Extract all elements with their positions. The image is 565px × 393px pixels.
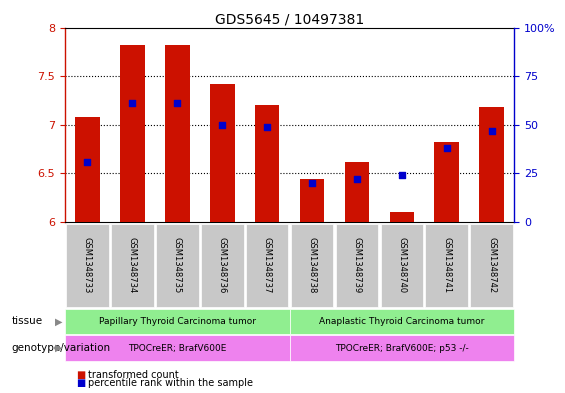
- Text: transformed count: transformed count: [88, 369, 179, 380]
- Text: GSM1348742: GSM1348742: [487, 237, 496, 293]
- Text: GSM1348733: GSM1348733: [83, 237, 92, 294]
- Text: GSM1348735: GSM1348735: [173, 237, 182, 294]
- Point: [218, 121, 227, 128]
- Text: GSM1348741: GSM1348741: [442, 237, 451, 293]
- Point: [442, 145, 451, 151]
- Point: [397, 172, 406, 178]
- Text: GSM1348736: GSM1348736: [218, 237, 227, 294]
- Text: tissue: tissue: [11, 316, 42, 326]
- Point: [307, 180, 316, 186]
- Point: [173, 100, 182, 107]
- Point: [83, 159, 92, 165]
- Bar: [165, 45, 190, 222]
- Bar: [479, 107, 504, 222]
- Text: Papillary Thyroid Carcinoma tumor: Papillary Thyroid Carcinoma tumor: [99, 317, 256, 326]
- Bar: [345, 162, 370, 222]
- Bar: [299, 179, 324, 222]
- Title: GDS5645 / 10497381: GDS5645 / 10497381: [215, 12, 364, 26]
- Bar: [434, 142, 459, 222]
- Point: [128, 100, 137, 107]
- Bar: [120, 45, 145, 222]
- Text: Anaplastic Thyroid Carcinoma tumor: Anaplastic Thyroid Carcinoma tumor: [319, 317, 485, 326]
- Text: genotype/variation: genotype/variation: [11, 343, 110, 353]
- Point: [487, 127, 496, 134]
- Text: percentile rank within the sample: percentile rank within the sample: [88, 378, 253, 388]
- Text: GSM1348739: GSM1348739: [353, 237, 362, 294]
- Bar: [389, 212, 414, 222]
- Text: ▶: ▶: [55, 343, 62, 353]
- Bar: [255, 105, 280, 222]
- Point: [263, 123, 272, 130]
- Text: GSM1348737: GSM1348737: [263, 237, 272, 294]
- Bar: [210, 84, 234, 222]
- Text: ■: ■: [76, 369, 85, 380]
- Text: GSM1348734: GSM1348734: [128, 237, 137, 294]
- Text: GSM1348740: GSM1348740: [397, 237, 406, 293]
- Bar: [75, 117, 100, 222]
- Point: [353, 176, 362, 182]
- Text: GSM1348738: GSM1348738: [307, 237, 316, 294]
- Text: ■: ■: [76, 378, 85, 388]
- Text: ▶: ▶: [55, 316, 62, 326]
- Text: TPOCreER; BrafV600E: TPOCreER; BrafV600E: [128, 343, 227, 353]
- Text: TPOCreER; BrafV600E; p53 -/-: TPOCreER; BrafV600E; p53 -/-: [335, 343, 469, 353]
